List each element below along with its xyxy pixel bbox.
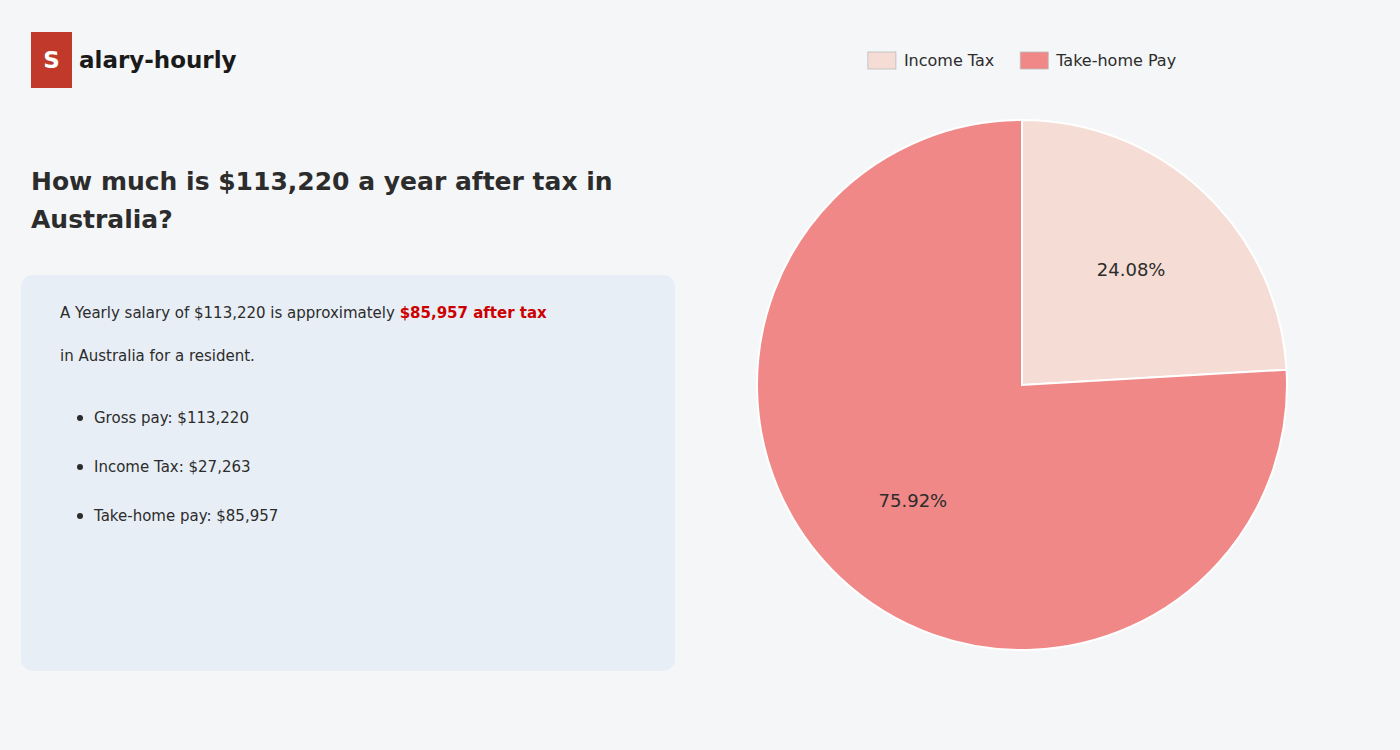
summary-line: in Australia for a resident. — [60, 347, 255, 365]
bullet-dot — [77, 513, 83, 519]
data-labels: 24.08% 75.92% — [879, 259, 1166, 511]
legend-entry: Income Tax — [868, 51, 994, 70]
background — [0, 0, 1400, 750]
legend-label: Income Tax — [904, 51, 994, 70]
bullet-item: Take-home pay: $85,957 — [93, 507, 278, 525]
data-label: 75.92% — [879, 490, 948, 511]
bullet-dot — [77, 464, 83, 470]
summary-text: A Yearly salary of $113,220 is approxima… — [60, 304, 400, 322]
bullet-item: Gross pay: $113,220 — [94, 409, 249, 427]
data-label: 24.08% — [1097, 259, 1166, 280]
summary-highlight: $85,957 after tax — [400, 304, 547, 322]
bullet-item: Income Tax: $27,263 — [94, 458, 251, 476]
logo-text: alary-hourly — [79, 47, 237, 73]
legend-entry: Take-home Pay — [1020, 51, 1176, 70]
text-panel: Salary-hourly How much is $113,220 a year… — [21, 32, 675, 671]
logo-letter: S — [43, 47, 60, 73]
title: How much is $113,220 a year after tax in… — [31, 167, 613, 234]
pie — [757, 120, 1287, 650]
logo-box — [31, 32, 72, 88]
canvas: Salary-hourly How much is $113,220 a year… — [0, 0, 1400, 750]
legend-label: Take-home Pay — [1055, 51, 1176, 70]
legend: Income Tax Take-home Pay — [868, 51, 1176, 70]
bullet-dot — [77, 415, 83, 421]
legend-swatch — [1020, 52, 1048, 69]
info-box — [21, 275, 675, 671]
legend-swatch — [868, 52, 896, 69]
pie-slice — [757, 120, 1287, 650]
pie-slice — [1022, 120, 1287, 385]
summary: A Yearly salary of $113,220 is approxima… — [60, 304, 547, 322]
